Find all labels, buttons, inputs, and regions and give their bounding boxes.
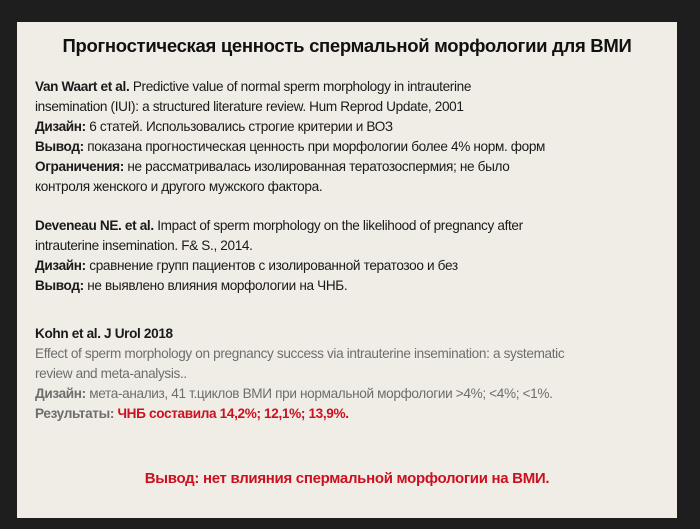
study1-ref-line1: Predictive value of normal sperm morphol… (132, 79, 472, 94)
study1-reference: Van Waart et al. Predictive value of nor… (35, 77, 471, 97)
study3-ref-line1: Effect of sperm morphology on pregnancy … (35, 346, 565, 361)
study3-design: Дизайн: мета-анализ, 41 т.циклов ВМИ при… (35, 384, 553, 404)
study2-design: Дизайн: сравнение групп пациентов с изол… (35, 256, 458, 276)
study2-ref-line1: Impact of sperm morphology on the likeli… (157, 218, 523, 233)
study3-results: Результаты: ЧНБ составила 14,2%; 12,1%; … (35, 404, 349, 424)
design-label: Дизайн: (35, 258, 86, 273)
study1-design: Дизайн: 6 статей. Использовались строгие… (35, 117, 393, 137)
slide-title: Прогностическая ценность спермальной мор… (62, 35, 632, 56)
study2-authors: Deveneau NE. et al. (35, 218, 154, 233)
study2-conclusion: Вывод: не выявлено влияния морфологии на… (35, 276, 348, 296)
study1-limits-line2: контроля женского и другого мужского фак… (35, 179, 323, 194)
study1-conclusion: Вывод: показана прогностическая ценность… (35, 137, 545, 157)
limits-text: не рассматривалась изолированная тератоз… (127, 159, 510, 174)
slide: Прогностическая ценность спермальной мор… (17, 22, 677, 518)
design-label: Дизайн: (35, 119, 86, 134)
design-text: мета-анализ, 41 т.циклов ВМИ при нормаль… (89, 386, 553, 401)
study1-authors: Van Waart et al. (35, 79, 130, 94)
conclusion-text: показана прогностическая ценность при мо… (87, 139, 546, 154)
limits-label: Ограничения: (35, 159, 124, 174)
design-text: 6 статей. Использовались строгие критери… (89, 119, 393, 134)
conclusion-label: Вывод: (35, 139, 84, 154)
design-text: сравнение групп пациентов с изолированно… (89, 258, 458, 273)
study1-ref-line2: insemination (IUI): a structured literat… (35, 99, 464, 114)
results-text: ЧНБ составила 14,2%; 12,1%; 13,9%. (117, 406, 349, 421)
study3-authors-text: Kohn et al. J Urol 2018 (35, 326, 173, 341)
conclusion-text: не выявлено влияния морфологии на ЧНБ. (87, 278, 348, 293)
design-label: Дизайн: (35, 386, 86, 401)
study2-reference: Deveneau NE. et al. Impact of sperm morp… (35, 216, 523, 236)
study1-limits: Ограничения: не рассматривалась изолиров… (35, 157, 510, 177)
study3-ref-line2: review and meta-analysis.. (35, 366, 187, 381)
final-conclusion: Вывод: нет влияния спермальной морфологи… (144, 470, 550, 487)
study2-ref-line2: intrauterine insemination. F& S., 2014. (35, 238, 253, 253)
study3-authors: Kohn et al. J Urol 2018 (35, 324, 173, 344)
conclusion-label: Вывод: (35, 278, 84, 293)
results-label: Результаты: (35, 406, 115, 421)
